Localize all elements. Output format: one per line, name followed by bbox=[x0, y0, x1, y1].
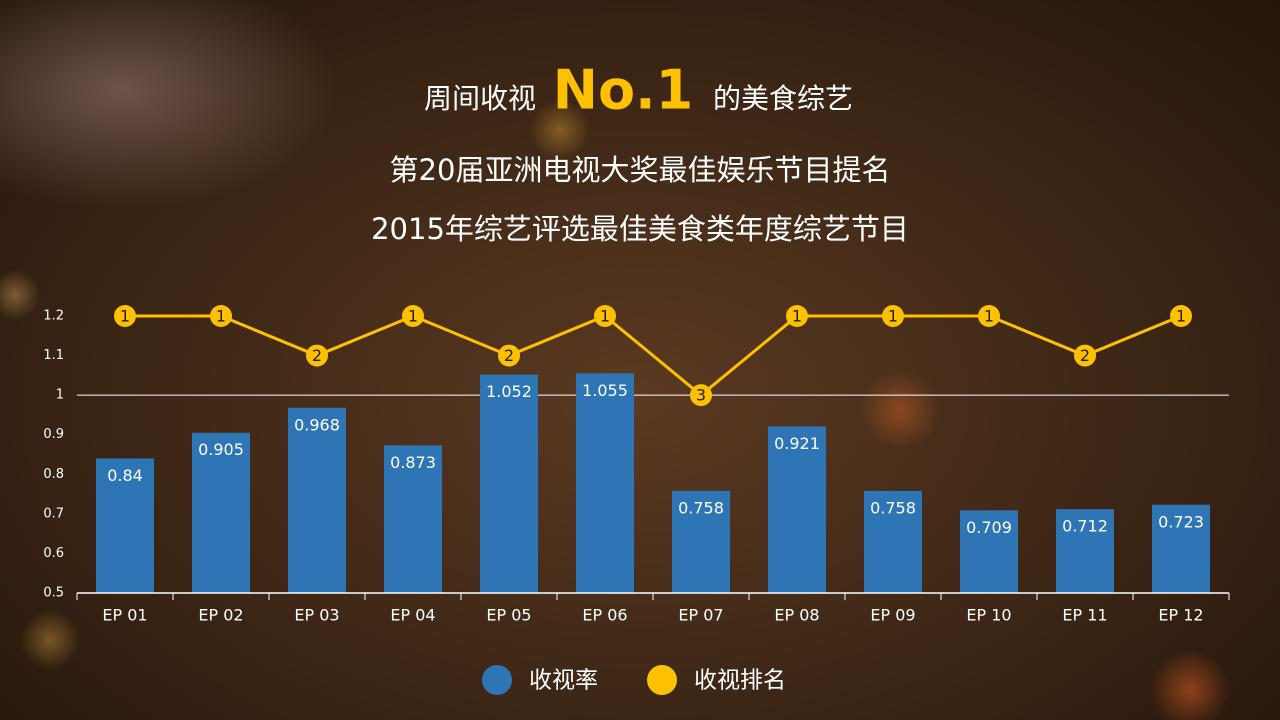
data-label: 1 bbox=[408, 307, 418, 326]
data-label: 0.921 bbox=[774, 434, 820, 453]
marker bbox=[306, 344, 328, 367]
data-label: 1 bbox=[216, 307, 226, 326]
data-label: 1 bbox=[1176, 307, 1186, 326]
bar bbox=[672, 490, 730, 593]
x-tick-label: EP 05 bbox=[486, 606, 531, 625]
data-label: 1 bbox=[120, 307, 130, 326]
data-label: 1 bbox=[984, 307, 994, 326]
y-tick-label: 0.8 bbox=[43, 467, 64, 482]
x-tick-label: EP 03 bbox=[294, 606, 339, 625]
marker bbox=[978, 305, 1000, 327]
marker bbox=[786, 305, 808, 327]
line bbox=[125, 314, 1182, 398]
data-label: 0.723 bbox=[1158, 512, 1204, 531]
bar bbox=[960, 510, 1018, 593]
bar bbox=[576, 373, 634, 593]
x-tick-label: EP 07 bbox=[678, 606, 723, 625]
legend-label: 收视排名 bbox=[694, 668, 786, 694]
x-tick-label: EP 08 bbox=[774, 606, 819, 625]
x-tick-label: EP 06 bbox=[582, 606, 627, 625]
data-label: 1.055 bbox=[582, 381, 628, 400]
x-tick-label: EP 12 bbox=[1158, 606, 1203, 625]
title-prefix: 周间收视 bbox=[424, 82, 536, 115]
y-tick-label: 0.5 bbox=[43, 586, 64, 601]
data-label: 0.709 bbox=[966, 518, 1012, 537]
bar bbox=[480, 374, 538, 593]
marker bbox=[594, 305, 616, 327]
data-label: 2 bbox=[504, 346, 514, 365]
y-tick-label: 1 bbox=[56, 388, 64, 403]
data-label: 1 bbox=[792, 307, 802, 326]
x-tick-label: EP 11 bbox=[1062, 606, 1107, 625]
bar bbox=[864, 490, 922, 593]
bar bbox=[768, 426, 826, 593]
data-label: 0.905 bbox=[198, 440, 244, 459]
legend-marker bbox=[647, 665, 677, 695]
data-label: 2 bbox=[1080, 346, 1090, 365]
marker bbox=[690, 384, 712, 407]
y-tick-label: 1.2 bbox=[43, 309, 64, 324]
data-label: 2 bbox=[312, 346, 322, 365]
x-tick-label: EP 01 bbox=[102, 606, 147, 625]
y-tick-label: 0.7 bbox=[43, 506, 64, 521]
x-tick-label: EP 04 bbox=[390, 606, 435, 625]
data-label: 1 bbox=[600, 307, 610, 326]
data-label: 0.758 bbox=[870, 498, 916, 517]
data-label: 3 bbox=[696, 386, 706, 405]
bar bbox=[288, 407, 346, 593]
bar bbox=[96, 458, 154, 593]
x-tick-label: EP 09 bbox=[870, 606, 915, 625]
x-tick-label: EP 02 bbox=[198, 606, 243, 625]
marker bbox=[402, 305, 424, 327]
data-label: 1 bbox=[888, 307, 898, 326]
y-tick-label: 0.6 bbox=[43, 546, 64, 561]
marker bbox=[498, 344, 520, 367]
subtitle: 第20届亚洲电视大奖最佳娱乐节目提名 bbox=[390, 153, 891, 187]
marker bbox=[882, 305, 904, 327]
data-label: 0.712 bbox=[1062, 517, 1108, 536]
data-label: 0.758 bbox=[678, 498, 724, 517]
marker bbox=[114, 305, 136, 327]
title-suffix: 的美食综艺 bbox=[713, 82, 853, 115]
legend-label: 收视率 bbox=[529, 668, 598, 694]
data-label: 1.052 bbox=[486, 382, 532, 401]
y-tick-label: 0.9 bbox=[43, 427, 64, 442]
marker bbox=[1170, 305, 1192, 327]
y-tick-label: 1.1 bbox=[43, 348, 64, 363]
legend-marker bbox=[482, 665, 512, 695]
x-tick-label: EP 10 bbox=[966, 606, 1011, 625]
data-label: 0.968 bbox=[294, 415, 340, 434]
bar bbox=[1056, 509, 1114, 593]
bar bbox=[384, 445, 442, 593]
marker bbox=[210, 305, 232, 327]
bar bbox=[192, 432, 250, 593]
marker bbox=[1074, 344, 1096, 367]
data-label: 0.873 bbox=[390, 453, 436, 472]
bar bbox=[1152, 504, 1210, 593]
title-highlight: No.1 bbox=[553, 59, 693, 122]
subtitle: 2015年综艺评选最佳美食类年度综艺节目 bbox=[371, 212, 909, 246]
data-label: 0.84 bbox=[107, 466, 143, 485]
